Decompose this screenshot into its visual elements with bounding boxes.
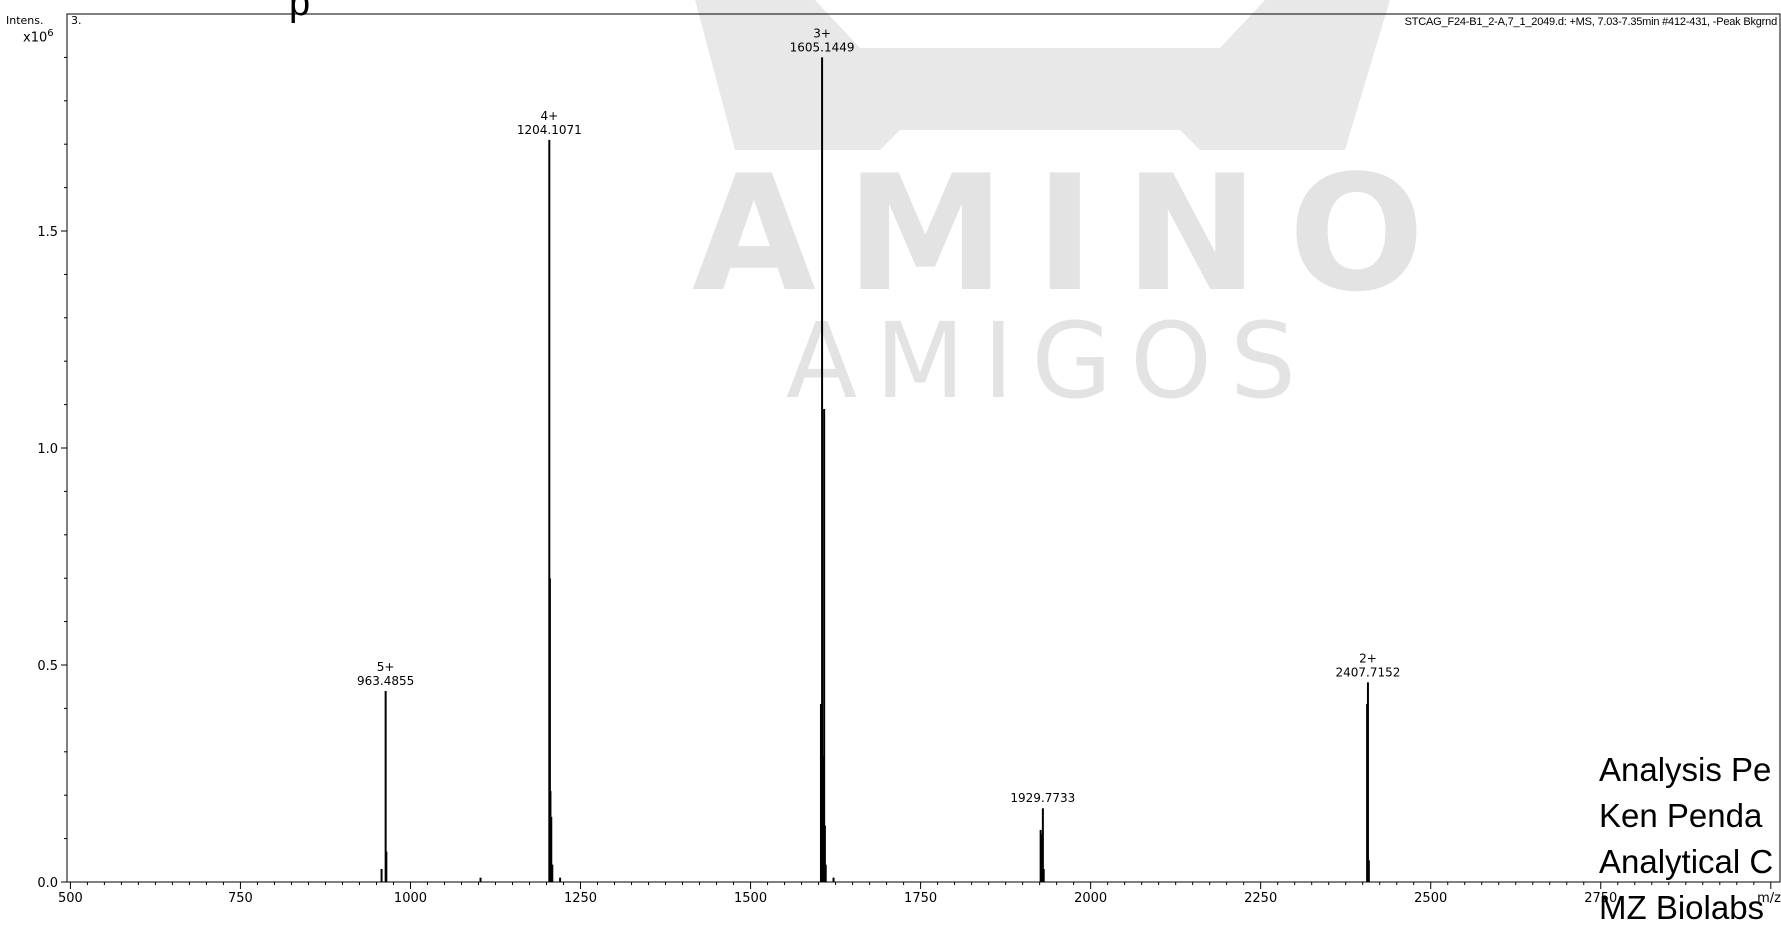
peak-mz-label: 1605.1449: [790, 40, 855, 54]
analysis-line-2: Ken Penda: [1599, 797, 1763, 834]
spectrum-figure: AMINO AMIGOS p Intens. x106 3. STCAG_F24…: [6, 0, 1781, 926]
panel-tag: 3.: [71, 14, 82, 27]
x-tick-label: 2250: [1244, 891, 1277, 906]
y-tick-label: 1.0: [37, 442, 58, 457]
peak-charge-label: 2+: [1359, 651, 1377, 665]
analysis-line-1: Analysis Pe: [1599, 751, 1772, 788]
watermark-amino-text: AMINO: [692, 140, 1455, 327]
x-tick-label: 500: [58, 891, 83, 906]
x-tick-label: 1500: [734, 891, 767, 906]
peak-charge-label: 4+: [540, 109, 558, 123]
analysis-line-3: Analytical C: [1599, 843, 1774, 880]
page-title-fragment: p: [289, 0, 311, 24]
x-tick-label: 750: [228, 891, 253, 906]
y-axis-multiplier: x106: [23, 28, 54, 45]
x-tick-label: 2000: [1074, 891, 1107, 906]
x-tick-label: 1000: [394, 891, 427, 906]
plot-frame: [66, 13, 1781, 883]
x-tick-label: 1750: [904, 891, 937, 906]
x-tick-label: 2750: [1584, 891, 1617, 906]
x-tick-label: 1250: [564, 891, 597, 906]
analysis-line-4: MZ Biolabs: [1599, 889, 1765, 926]
x-tick-label: 2500: [1414, 891, 1447, 906]
y-tick-label: 1.5: [37, 225, 58, 240]
analysis-info-block: Analysis Pe Ken Penda Analytical C MZ Bi…: [1599, 747, 1773, 931]
y-axis-label: Intens.: [6, 14, 44, 27]
peak-charge-label: 5+: [377, 660, 395, 674]
x-axis-label: m/z: [1757, 891, 1781, 906]
y-multiplier-base: x10: [23, 30, 48, 46]
y-multiplier-exponent: 6: [47, 28, 54, 39]
peak-mz-label: 1204.1071: [517, 123, 582, 137]
peak-mz-label: 2407.7152: [1335, 665, 1400, 679]
watermark-amigos-text: AMIGOS: [786, 300, 1315, 422]
mass-spectrum-chart: 500 750 1000 1250 1500 1750 2000 2250 2500 2750 m/…: [37, 13, 1781, 906]
peak-mz-label: 1929.7733: [1010, 791, 1075, 805]
spectrum-header: STCAG_F24-B1_2-A,7_1_2049.d: +MS, 7.03-7…: [1404, 16, 1778, 28]
y-tick-label: 0.0: [37, 876, 58, 891]
peak-charge-label: 3+: [813, 26, 831, 40]
watermark-crown-shape: [695, 0, 1390, 150]
y-tick-label: 0.5: [37, 659, 58, 674]
peak-mz-label: 963.4855: [357, 674, 414, 688]
